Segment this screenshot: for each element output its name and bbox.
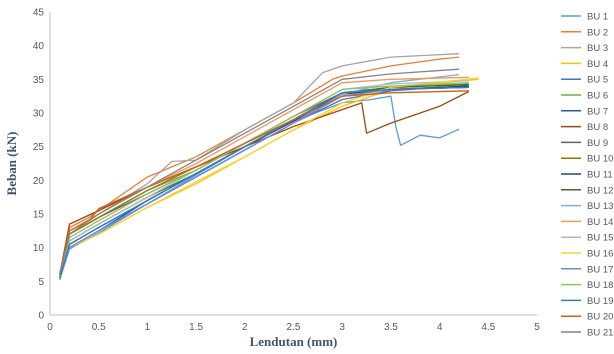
y-tick-labels: 0 5 10 15 20 25 30 35 40 45 (33, 8, 45, 322)
legend-label: BU 6 (587, 91, 608, 102)
legend-label: BU 1 (587, 12, 608, 23)
y-tick-label: 20 (33, 176, 45, 187)
x-tick-label: 3 (339, 322, 345, 333)
legend-label: BU 5 (587, 75, 608, 86)
y-tick-label: 30 (33, 109, 45, 120)
legend-label: BU 12 (587, 185, 613, 196)
legend-label: BU 7 (587, 106, 608, 117)
y-tick-label: 10 (33, 243, 45, 254)
legend-label: BU 20 (587, 312, 613, 323)
legend-label: BU 2 (587, 27, 608, 38)
series-line-10 (59, 85, 469, 275)
y-tick-label: 40 (33, 41, 45, 52)
x-tick-labels: 0 0.5 1 1.5 2 2.5 3 3.5 4 4.5 5 (47, 322, 540, 333)
x-tick-label: 5 (534, 322, 540, 333)
legend-label: BU 9 (587, 138, 608, 149)
x-tick-label: 1.5 (189, 322, 203, 333)
series-line-21 (59, 68, 460, 275)
x-tick-label: 0.5 (92, 322, 106, 333)
y-tick-label: 15 (33, 210, 45, 221)
legend: BU 1 BU 2 BU 3 BU 4 BU 5 BU 6 BU 7 BU 8 BU 9 BU 1… (561, 12, 613, 339)
series-line-18 (59, 82, 469, 275)
y-tick-label: 25 (33, 142, 45, 153)
legend-label: BU 13 (587, 201, 613, 212)
x-axis-title: Lendutan (mm) (250, 334, 338, 349)
legend-label: BU 21 (587, 328, 613, 339)
series-line-4 (59, 78, 479, 279)
x-tick-label: 4.5 (481, 322, 495, 333)
series-line-19 (59, 86, 469, 279)
legend-label: BU 14 (587, 217, 613, 228)
y-tick-label: 5 (38, 277, 44, 288)
series-line-5 (59, 85, 469, 279)
series-line-11 (59, 85, 469, 279)
series-line-12 (59, 84, 469, 279)
legend-label: BU 8 (587, 122, 608, 133)
legend-label: BU 11 (587, 170, 613, 181)
y-tick-label: 45 (33, 8, 45, 19)
series-line-13 (59, 73, 460, 279)
legend-label: BU 10 (587, 154, 613, 165)
series-line-9 (59, 86, 469, 275)
legend-label: BU 16 (587, 249, 613, 260)
series-line-16 (59, 77, 479, 279)
series-line-14 (59, 76, 469, 275)
x-tick-label: 0 (47, 322, 53, 333)
y-tick-label: 35 (33, 75, 45, 86)
x-tick-label: 1 (145, 322, 151, 333)
series-line-17 (59, 86, 469, 279)
x-tick-label: 2.5 (287, 322, 301, 333)
x-tick-label: 3.5 (384, 322, 398, 333)
series-line-20 (59, 90, 469, 275)
series-line-15 (59, 80, 469, 279)
series-line-6 (59, 83, 469, 275)
series-line-7 (59, 86, 469, 279)
series-line-1 (59, 95, 460, 281)
x-tick-label: 2 (242, 322, 248, 333)
y-axis-title: Beban (kN) (4, 132, 19, 196)
legend-label: BU 4 (587, 59, 608, 70)
plot-area (59, 53, 479, 281)
x-tick-label: 4 (437, 322, 443, 333)
legend-label: BU 18 (587, 280, 613, 291)
legend-label: BU 17 (587, 264, 613, 275)
axes: 0 0.5 1 1.5 2 2.5 3 3.5 4 4.5 5 0 5 10 15 20 25 30 35 40 45… (4, 8, 540, 350)
legend-label: BU 3 (587, 43, 608, 54)
legend-label: BU 19 (587, 296, 613, 307)
series-line-8 (59, 90, 470, 275)
legend-label: BU 15 (587, 233, 613, 244)
y-tick-label: 0 (38, 311, 44, 322)
